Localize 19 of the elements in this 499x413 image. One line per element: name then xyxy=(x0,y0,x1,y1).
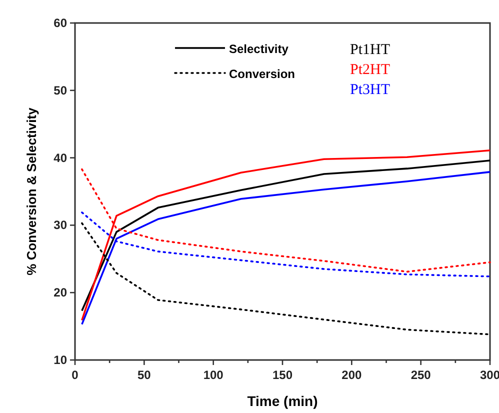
x-tick-label: 200 xyxy=(342,368,362,382)
y-tick-label: 30 xyxy=(54,218,68,232)
x-axis-title: Time (min) xyxy=(247,393,318,409)
annotation: Conversion xyxy=(229,67,296,81)
y-tick-label: 40 xyxy=(54,150,68,165)
y-tick-label: 50 xyxy=(54,83,68,98)
y-tick-label: 20 xyxy=(54,286,68,300)
x-tick-label: 50 xyxy=(137,368,152,382)
y-tick-label: 10 xyxy=(54,353,68,367)
text: Pt1HT xyxy=(350,42,390,58)
x-tick-label: 250 xyxy=(410,368,432,382)
annotation: Selectivity xyxy=(229,42,289,56)
y-tick-label: 60 xyxy=(54,16,68,30)
x-tick-label: 0 xyxy=(72,368,79,382)
text: Pt3HT xyxy=(350,82,390,98)
text: Pt2HT xyxy=(350,62,390,78)
x-tick-label: 150 xyxy=(272,368,293,382)
x-tick-label: 100 xyxy=(203,368,224,382)
y-axis-title: % Conversion & Selectivity xyxy=(24,106,39,276)
